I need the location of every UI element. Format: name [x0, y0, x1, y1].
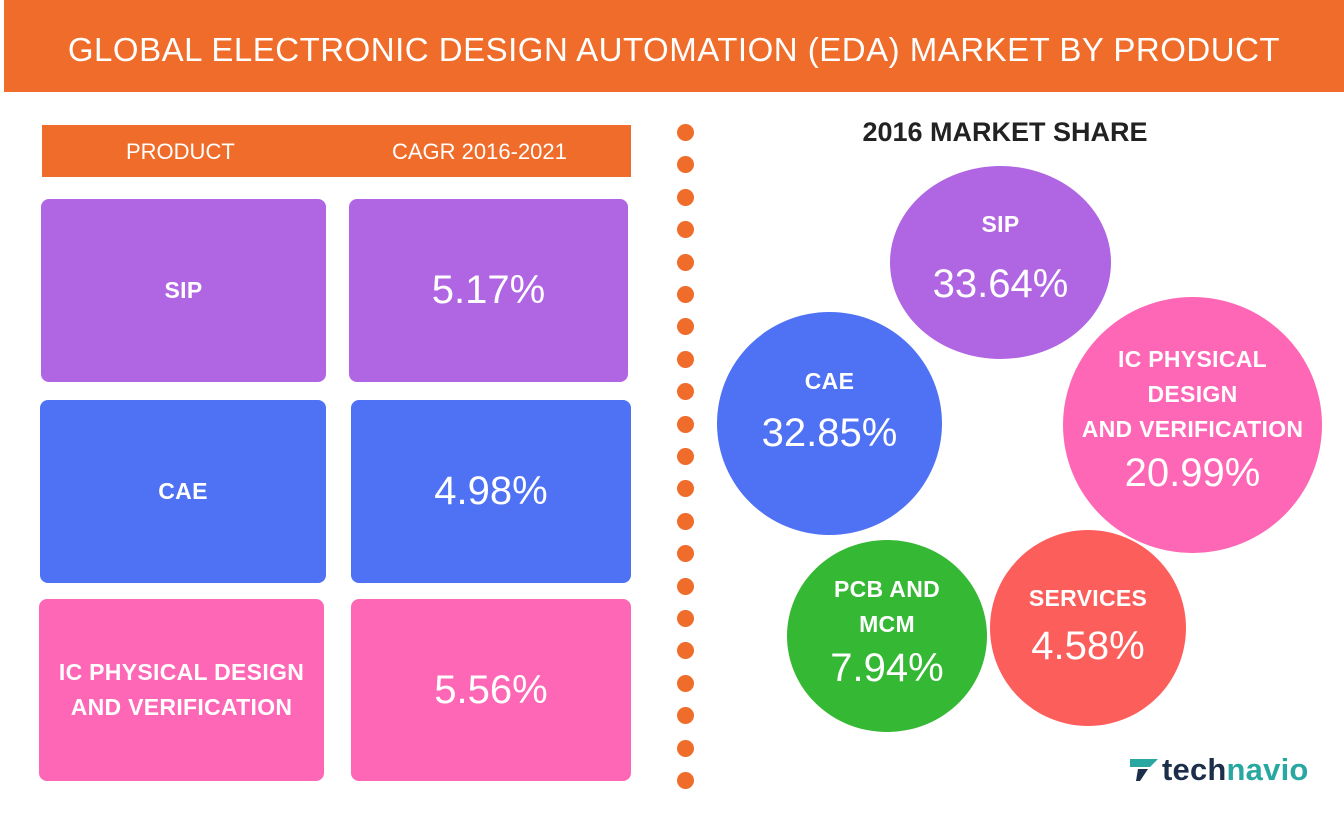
divider-dot	[677, 642, 694, 660]
table-product-label: IC PHYSICAL DESIGN AND VERIFICATION	[58, 659, 305, 720]
bubble-label: IC PHYSICAL	[1118, 345, 1267, 372]
bubble-sip: SIP 33.64%	[890, 166, 1111, 359]
bubble-ic-physical-design: IC PHYSICAL DESIGN AND VERIFICATION 20.9…	[1063, 297, 1322, 553]
divider-dot	[677, 253, 694, 271]
table-header: PRODUCT CAGR 2016-2021	[42, 125, 631, 177]
dotted-divider	[677, 124, 695, 789]
bubble-value: 20.99%	[1124, 450, 1261, 495]
divider-dot	[677, 188, 694, 206]
header-bar: GLOBAL ELECTRONIC DESIGN AUTOMATION (EDA…	[4, 0, 1344, 92]
divider-dot	[677, 286, 694, 303]
divider-dot	[677, 156, 694, 174]
table-product-cae: CAE	[40, 400, 326, 583]
logo-mark-icon	[1130, 759, 1158, 781]
bubble-value: 4.58%	[1031, 623, 1145, 668]
technavio-logo: technavio	[1130, 752, 1309, 788]
bubble-label: SIP	[981, 211, 1020, 237]
table-cagr-value: 4.98%	[434, 469, 548, 513]
bubble-value: 7.94%	[830, 646, 944, 690]
bubble-label: MCM	[859, 611, 915, 637]
table-cagr-value: 5.17%	[431, 268, 546, 312]
table-product-ic: IC PHYSICAL DESIGN AND VERIFICATION	[39, 599, 324, 781]
bubble-services: SERVICES 4.58%	[990, 530, 1186, 726]
divider-dot	[677, 221, 694, 239]
divider-dot	[677, 577, 694, 595]
divider-dot	[677, 448, 694, 465]
logo-text-navio: navio	[1226, 752, 1309, 787]
bubble-pcb-mcm: PCB AND MCM 7.94%	[787, 540, 987, 732]
table-cagr-cae: 4.98%	[351, 400, 631, 583]
divider-dot	[677, 350, 694, 368]
bubble-label: AND VERIFICATION	[1081, 415, 1304, 442]
table-product-sip: SIP	[41, 199, 326, 382]
divider-dot	[677, 480, 694, 498]
bubble-label: SERVICES	[1028, 584, 1148, 611]
page-title: GLOBAL ELECTRONIC DESIGN AUTOMATION (EDA…	[67, 31, 1281, 68]
column-header-cagr: CAGR 2016-2021	[392, 139, 567, 164]
divider-dot	[677, 610, 694, 627]
table-cagr-value: 5.56%	[434, 667, 548, 712]
table-cagr-sip: 5.17%	[349, 199, 628, 382]
divider-dot	[677, 415, 694, 433]
logo-text-tech: tech	[1162, 752, 1227, 787]
divider-dot	[677, 739, 694, 757]
bubble-value: 33.64%	[932, 262, 1069, 306]
divider-dot	[677, 772, 694, 789]
column-header-product: PRODUCT	[126, 139, 235, 164]
divider-dot	[677, 383, 694, 401]
bubble-label: PCB AND	[833, 576, 941, 602]
bubble-value: 32.85%	[761, 411, 898, 455]
table-product-label: CAE	[158, 478, 208, 504]
table-product-label: SIP	[164, 277, 203, 303]
table-cagr-ic: 5.56%	[351, 599, 631, 781]
market-share-title: 2016 MARKET SHARE	[862, 117, 1148, 147]
divider-dot	[677, 124, 694, 141]
divider-dot	[677, 674, 694, 692]
divider-dot	[677, 545, 694, 563]
bubble-cae: CAE 32.85%	[717, 312, 942, 535]
divider-dot	[677, 707, 694, 725]
divider-dot	[677, 318, 694, 336]
divider-dot	[677, 512, 694, 530]
bubble-label: CAE	[804, 368, 855, 394]
bubble-label: DESIGN	[1147, 380, 1238, 407]
